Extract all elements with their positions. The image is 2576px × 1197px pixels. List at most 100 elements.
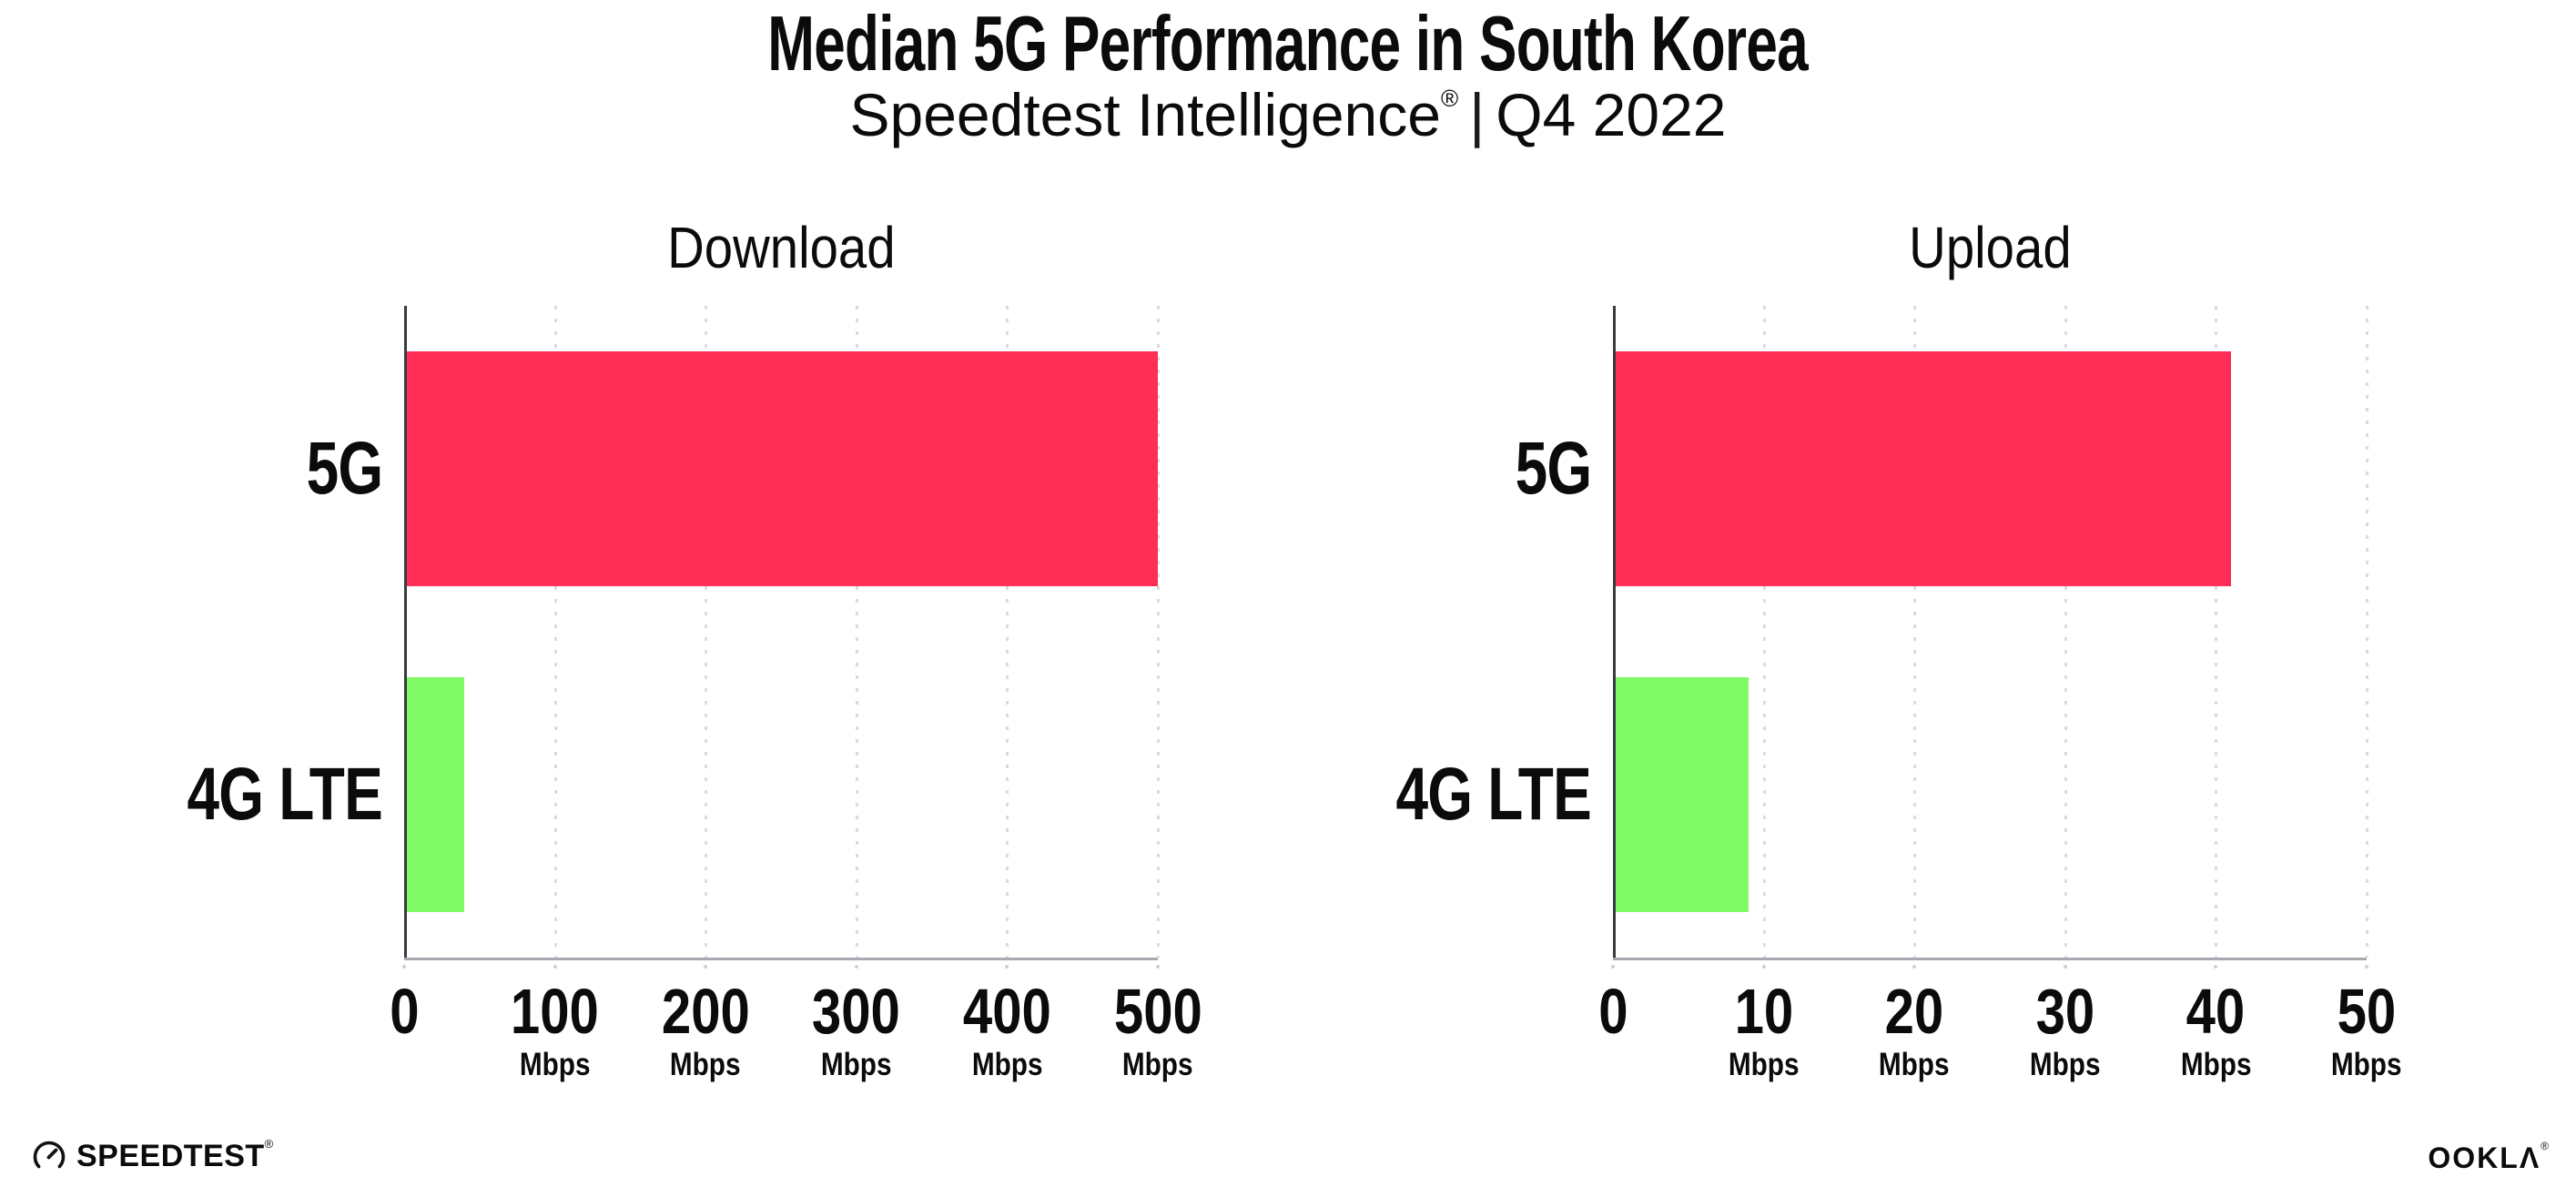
bar-5g-upload: [1616, 351, 2231, 586]
category-labels: 5G 4G LTE: [104, 306, 383, 958]
tick-mark-20: [1912, 965, 1917, 969]
tick-unit-text: Mbps: [670, 1047, 742, 1082]
tick-unit-text: Mbps: [1122, 1047, 1193, 1082]
bar-5g-download: [407, 351, 1158, 586]
tick-value-30: 30: [2035, 976, 2095, 1047]
tick-unit-500: Mbps: [1076, 1049, 1240, 1080]
tick-unit-300: Mbps: [775, 1049, 938, 1080]
tick-label-30: 30 Mbps: [1983, 979, 2147, 1080]
gridline-40: [2215, 306, 2218, 958]
tick-unit-100: Mbps: [473, 1049, 637, 1080]
tick-unit-text: Mbps: [1728, 1047, 1800, 1082]
gridline-10: [1762, 306, 1766, 958]
tick-unit-text: Mbps: [2029, 1047, 2101, 1082]
tick-unit-30: Mbps: [1983, 1049, 2147, 1080]
tick-unit-400: Mbps: [925, 1049, 1089, 1080]
tick-unit-text: Mbps: [971, 1047, 1043, 1082]
gridline-400: [1006, 306, 1009, 958]
chart-download: Download 5G 4G LTE 0 100 Mbps 200 Mbps 300 Mbps 40…: [104, 218, 1202, 1111]
category-label-5g: 5G: [1515, 427, 1592, 510]
tick-mark-200: [704, 965, 708, 969]
chart-upload: Upload 5G 4G LTE 0 10 Mbps 20 Mbps 30 Mbps 40 Mbps 5…: [1313, 218, 2402, 1111]
tick-label-200: 200 Mbps: [624, 979, 787, 1080]
tick-unit-text: Mbps: [1879, 1047, 1951, 1082]
gridline-200: [705, 306, 708, 958]
gridline-500: [1157, 306, 1160, 958]
tick-value-100: 100: [511, 976, 600, 1047]
tick-unit-10: Mbps: [1682, 1049, 1846, 1080]
category-row-5g: 5G: [1313, 306, 1592, 632]
subtitle-brand: Speedtest Intelligence: [849, 81, 1441, 148]
tick-mark-10: [1761, 965, 1766, 969]
gridline-20: [1913, 306, 1917, 958]
tick-label-40: 40 Mbps: [2134, 979, 2297, 1080]
tick-value-300: 300: [812, 976, 901, 1047]
tick-value-10: 10: [1734, 976, 1793, 1047]
tick-mark-300: [854, 965, 858, 969]
tick-mark-40: [2214, 965, 2218, 969]
tick-label-20: 20 Mbps: [1832, 979, 1996, 1080]
tick-unit-20: Mbps: [1832, 1049, 1996, 1080]
bar-4g-lte-download: [407, 677, 465, 912]
tick-mark-30: [2063, 965, 2067, 969]
gridline-50: [2366, 306, 2368, 958]
speedtest-logo: SPEEDTEST®: [31, 1136, 274, 1174]
tick-unit-200: Mbps: [624, 1049, 787, 1080]
category-labels: 5G 4G LTE: [1313, 306, 1592, 958]
chart-title-text: Download: [666, 215, 896, 280]
tick-unit-text: Mbps: [820, 1047, 892, 1082]
tick-label-500: 500 Mbps: [1076, 979, 1240, 1080]
gridline-30: [2064, 306, 2067, 958]
plot-area-upload: [1613, 306, 2368, 960]
tick-value-400: 400: [962, 976, 1051, 1047]
tick-value-40: 40: [2186, 976, 2246, 1047]
tick-value-20: 20: [1884, 976, 1944, 1047]
category-row-5g: 5G: [104, 306, 383, 632]
registered-mark: ®: [1440, 85, 1459, 112]
bar-4g-lte-upload: [1616, 677, 1749, 912]
x-axis-upload: 0 10 Mbps 20 Mbps 30 Mbps 40 Mbps 50 Mbps: [1598, 958, 2402, 1103]
tick-label-0: 0: [1531, 979, 1695, 1043]
tick-unit-text: Mbps: [2180, 1047, 2252, 1082]
tick-label-50: 50 Mbps: [2285, 979, 2449, 1080]
gridline-100: [553, 306, 557, 958]
plot-area-download: [404, 306, 1160, 960]
category-label-4g-lte: 4G LTE: [1395, 753, 1592, 836]
tick-label-10: 10 Mbps: [1682, 979, 1846, 1080]
speedtest-wordmark: SPEEDTEST®: [76, 1136, 274, 1173]
category-label-5g: 5G: [306, 427, 383, 510]
tick-mark-400: [1005, 965, 1009, 969]
subtitle-period: Q4 2022: [1496, 81, 1727, 148]
tick-mark-500: [1156, 965, 1160, 969]
chart-main-title: Median 5G Performance in South Korea: [767, 1, 1809, 87]
category-label-4g-lte: 4G LTE: [187, 753, 383, 836]
chart-title-download: Download: [404, 218, 1158, 277]
tick-value-50: 50: [2337, 976, 2397, 1047]
y-axis-line: [404, 306, 407, 958]
tick-value-200: 200: [661, 976, 750, 1047]
speedtest-gauge-icon: [33, 1141, 66, 1169]
tick-label-300: 300 Mbps: [775, 979, 938, 1080]
tick-mark-100: [553, 965, 557, 969]
ookla-wordmark: OOKLΛ: [2428, 1141, 2541, 1174]
tick-mark-0: [402, 965, 406, 969]
chart-title-upload: Upload: [1613, 218, 2367, 277]
subtitle-divider: |: [1469, 81, 1486, 148]
category-row-4g-lte: 4G LTE: [104, 632, 383, 958]
tick-value-0: 0: [389, 976, 420, 1047]
tick-mark-0: [1611, 965, 1615, 969]
tick-unit-40: Mbps: [2134, 1049, 2297, 1080]
category-row-4g-lte: 4G LTE: [1313, 632, 1592, 958]
ookla-logo: OOKLΛ®: [2428, 1140, 2549, 1174]
header: Median 5G Performance in South Korea Spe…: [0, 0, 2576, 145]
tick-value-500: 500: [1113, 976, 1202, 1047]
tick-value-0: 0: [1597, 976, 1628, 1047]
tick-mark-50: [2365, 965, 2368, 969]
tick-label-0: 0: [322, 979, 486, 1043]
tick-unit-50: Mbps: [2285, 1049, 2449, 1080]
tick-unit-text: Mbps: [519, 1047, 591, 1082]
y-axis-line: [1613, 306, 1616, 958]
x-axis-download: 0 100 Mbps 200 Mbps 300 Mbps 400 Mbps 500 Mbps: [390, 958, 1202, 1103]
chart-subtitle: Speedtest Intelligence® | Q4 2022: [0, 85, 2576, 145]
